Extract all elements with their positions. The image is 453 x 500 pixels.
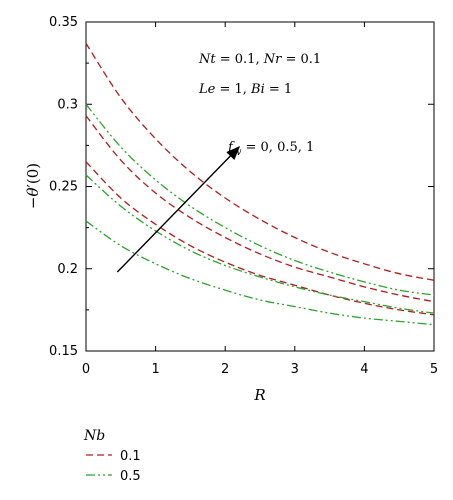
params-annotation-1: Nt = 0.1, Nr = 0.1 (198, 52, 321, 67)
series-line-nb-01-fw-05 (85, 115, 435, 303)
arrow-label: fw = 0, 0.5, 1 (227, 140, 314, 158)
x-tick-label: 1 (151, 362, 159, 377)
y-tick-label: 0.15 (49, 344, 78, 359)
y-tick-label: 0.2 (57, 262, 78, 277)
y-tick-label: 0.35 (49, 15, 78, 30)
legend: 0.10.5 (86, 449, 141, 484)
legend-label: 0.1 (120, 449, 141, 464)
series-line-nb-05-fw-0 (85, 220, 435, 326)
x-axis: 0 1 2 3 4 5 (82, 22, 438, 377)
series-line-nb-05-fw-05 (85, 174, 435, 314)
trend-arrow (116, 146, 241, 273)
series-line-nb-01-fw-1 (85, 43, 435, 281)
legend-label: 0.5 (120, 469, 141, 484)
series-line-nb-01-fw-0 (85, 161, 435, 316)
y-tick-label: 0.3 (57, 97, 78, 112)
x-tick-label: 3 (291, 362, 299, 377)
params-annotation-2: Le = 1, Bi = 1 (198, 82, 292, 97)
x-tick-label: 4 (360, 362, 368, 377)
plot-frame (85, 21, 435, 352)
y-axis-title: −θ′(0) (24, 163, 42, 209)
series-line-nb-05-fw-1 (85, 103, 435, 296)
x-axis-title: R (253, 386, 265, 404)
y-tick-label: 0.25 (49, 180, 78, 195)
x-tick-label: 2 (221, 362, 229, 377)
series-layer (85, 43, 435, 326)
y-axis: 0.15 0.2 0.25 0.3 0.35 (49, 15, 434, 359)
legend-title: Nb (83, 428, 105, 444)
x-tick-label: 0 (82, 362, 90, 377)
x-tick-label: 5 (430, 362, 438, 377)
